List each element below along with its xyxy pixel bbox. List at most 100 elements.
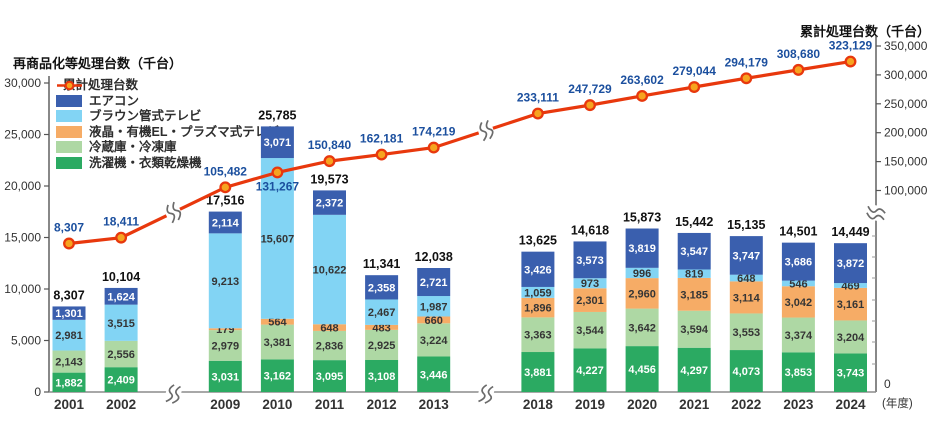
legend-item-aircon: エアコン [56,93,280,108]
x-axis-break-icon [163,381,184,407]
x-axis-break-icon [475,381,496,407]
bar-segment-crt [834,283,867,288]
bar-total-label: 19,573 [310,172,348,186]
year-label: 2010 [262,397,292,412]
bar-2013: 3,446 3,224 660 1,987 2,721 12,038 2013 [415,250,453,412]
line-marker [636,89,649,102]
right-tick-label: 250,000 [884,97,928,111]
bar-segment-label: 9,213 [212,276,240,288]
legend-swatch-fridge [56,141,82,154]
bar-2024: 3,743 3,204 3,161 469 3,872 14,449 2024 [831,225,869,412]
year-label: 2020 [627,397,657,412]
bar-segment-washer [677,347,711,392]
bar-segment-label: 3,224 [420,335,448,347]
bar-segment-label: 3,573 [576,255,604,267]
bar-segment-label: 3,071 [264,137,292,149]
right-tick-label: 300,000 [884,68,928,82]
bar-segment-label: 2,467 [368,307,396,319]
bar-segment-fridge [573,311,607,349]
bar-segment-aircon [52,306,86,320]
bar-segment-aircon [781,242,815,281]
bar-segment-label: 3,642 [628,322,656,334]
bar-segment-washer [365,359,399,392]
bar-segment-label: 2,372 [316,198,344,210]
line-marker [63,237,75,250]
bar-segment-fridge [677,310,711,348]
bar-segment-label: 3,743 [837,368,865,380]
right-tick-label: 350,000 [884,39,928,53]
bar-segment-label: 3,374 [785,330,813,342]
bar-segment-label: 3,872 [837,258,865,270]
bar-segment-label: 1,624 [107,291,135,303]
bar-segment-lcd [729,281,763,314]
left-tick-label: 30,000 [4,76,41,90]
bar-total-label: 15,873 [623,211,661,225]
bar-segment-washer [260,359,294,392]
bar-segment-lcd [417,316,451,324]
bar-segment-aircon [313,190,346,215]
bar-segment-label: 2,960 [628,288,656,300]
legend-item-crt: ブラウン管式テレビ [56,110,280,123]
bar-segment-label: 819 [685,269,703,281]
bar-segment-lcd [573,288,607,312]
bar-segment-label: 3,381 [264,337,292,349]
bar-segment-crt [573,278,607,289]
bar-segment-crt [417,296,451,317]
bar-segment-label: 3,747 [733,250,761,262]
year-label: 2009 [210,397,240,412]
bar-segment-crt [208,233,242,329]
line-marker [219,181,232,194]
bar-segment-label: 3,446 [420,369,448,381]
bar-segment-label: 3,162 [264,371,292,383]
bar-total-label: 8,307 [53,288,84,302]
line-value-label: 247,729 [568,82,612,96]
right-tick-label: 150,000 [884,155,928,169]
bar-segment-label: 3,426 [524,264,552,276]
line-marker [427,141,440,154]
bar-segment-label: 546 [789,278,807,290]
bar-total-label: 12,038 [415,250,453,264]
year-label: 2023 [783,397,814,412]
bar-segment-lcd [313,324,346,331]
year-label: 2022 [731,397,761,412]
bar-segment-fridge [313,330,346,361]
bar-segment-label: 1,059 [524,287,552,299]
bar-segment-label: 3,544 [576,325,604,337]
bar-segment-crt [313,214,346,325]
left-tick-label: 5,000 [11,334,41,348]
legend-line-sample [57,80,82,91]
bar-total-label: 14,501 [779,225,817,239]
bar-segment-label: 1,896 [524,303,552,315]
line-value-label: 308,680 [777,47,821,61]
bar-segment-crt [625,267,659,279]
year-label: 2013 [419,397,450,412]
line-value-label: 18,411 [103,215,139,229]
legend-item-line: 累計処理台数 [56,79,280,92]
line-break-icon [161,199,185,226]
right-tick-label: 100,000 [884,184,928,198]
bar-total-label: 13,625 [519,234,557,248]
legend-item-lcd: 液晶・有機EL・プラズマ式テレビ [56,125,280,139]
bar-segment-washer [313,360,346,392]
line-marker [323,155,336,168]
bar-segment-fridge [260,324,294,360]
bar-segment-aircon [834,243,867,284]
bar-segment-label: 4,073 [733,366,761,378]
year-label: 2002 [106,397,136,412]
bar-segment-label: 2,409 [107,375,135,387]
line-value-label: 150,840 [308,138,352,152]
line-marker [271,166,284,179]
bar-segment-label: 10,622 [313,265,347,277]
bar-2001: 1,882 2,143 2,981 1,301 8,307 2001 [52,288,86,412]
bar-segment-label: 483 [372,322,390,334]
bar-2010: 3,162 3,381 564 15,607 3,071 25,785 2010 [258,108,296,412]
legend-label: エアコン [89,93,140,108]
right-zero-label: 0 [884,377,891,391]
bar-segment-label: 4,297 [680,365,708,377]
cumulative-line [68,59,851,246]
bar-segment-label: 3,095 [316,371,344,383]
left-tick-label: 25,000 [4,128,41,142]
bar-segment-label: 3,031 [212,371,240,383]
bar-segment-label: 3,042 [785,297,813,309]
bar-segment-label: 564 [268,317,287,329]
